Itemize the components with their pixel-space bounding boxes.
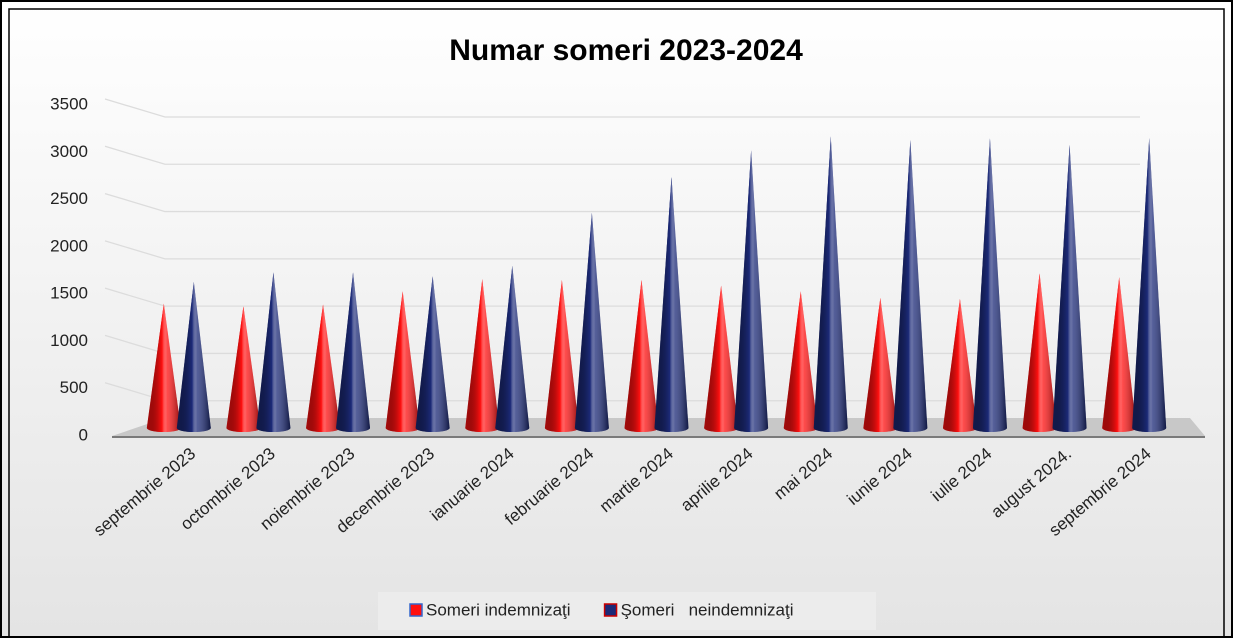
cone-shade xyxy=(495,265,530,432)
y-tick-label: 500 xyxy=(60,378,88,397)
legend xyxy=(378,592,876,630)
y-tick-label: 2500 xyxy=(50,189,88,208)
grid-line xyxy=(104,145,1140,165)
cone-shade xyxy=(893,139,928,432)
cone-shade xyxy=(783,291,818,432)
y-tick-label: 3500 xyxy=(50,94,88,113)
grid-line xyxy=(104,192,1140,213)
cone-shade xyxy=(385,291,420,432)
cone-shade xyxy=(465,279,500,432)
y-tick-label: 3000 xyxy=(50,142,88,161)
y-tick-label: 2000 xyxy=(50,236,88,255)
y-tick-label: 0 xyxy=(79,425,88,444)
cone-shade xyxy=(942,298,977,432)
cone-shade xyxy=(704,285,739,432)
cone-shade xyxy=(306,304,341,432)
cone-shade xyxy=(415,276,450,432)
grid-line xyxy=(104,240,1140,260)
legend-label: Someri indemnizaţi xyxy=(426,600,571,619)
cone-shade xyxy=(176,281,211,432)
cone-shade xyxy=(574,212,609,432)
cone-shade xyxy=(336,272,371,432)
cone-shade xyxy=(863,297,898,432)
grid-line xyxy=(104,98,1140,118)
legend-swatch xyxy=(603,603,618,617)
grid-line xyxy=(104,287,1140,307)
cone-shade xyxy=(146,303,181,432)
cone-shade xyxy=(1132,138,1167,432)
legend-swatch xyxy=(409,603,423,617)
cone-shade xyxy=(1102,277,1137,432)
cone-shade xyxy=(972,138,1007,432)
y-tick-label: 1500 xyxy=(50,284,88,303)
legend-items: Someri indemnizaţi Şomeri neindemnizaţi xyxy=(409,600,794,619)
cone-shade xyxy=(544,279,579,432)
cone-shade xyxy=(226,306,261,432)
cone-shade xyxy=(654,176,689,432)
cone-shade xyxy=(813,136,848,433)
inner-frame xyxy=(8,8,1225,638)
cone-shade xyxy=(256,272,291,432)
cone-shade xyxy=(1022,273,1057,432)
cone-shade xyxy=(624,279,659,432)
chart-title: Numar someri 2023-2024 xyxy=(449,34,803,67)
cone-shade xyxy=(1052,144,1087,432)
y-tick-label: 1000 xyxy=(50,331,88,350)
legend-label: Şomeri neindemnizaţi xyxy=(621,600,794,619)
cone-shade xyxy=(734,150,769,432)
